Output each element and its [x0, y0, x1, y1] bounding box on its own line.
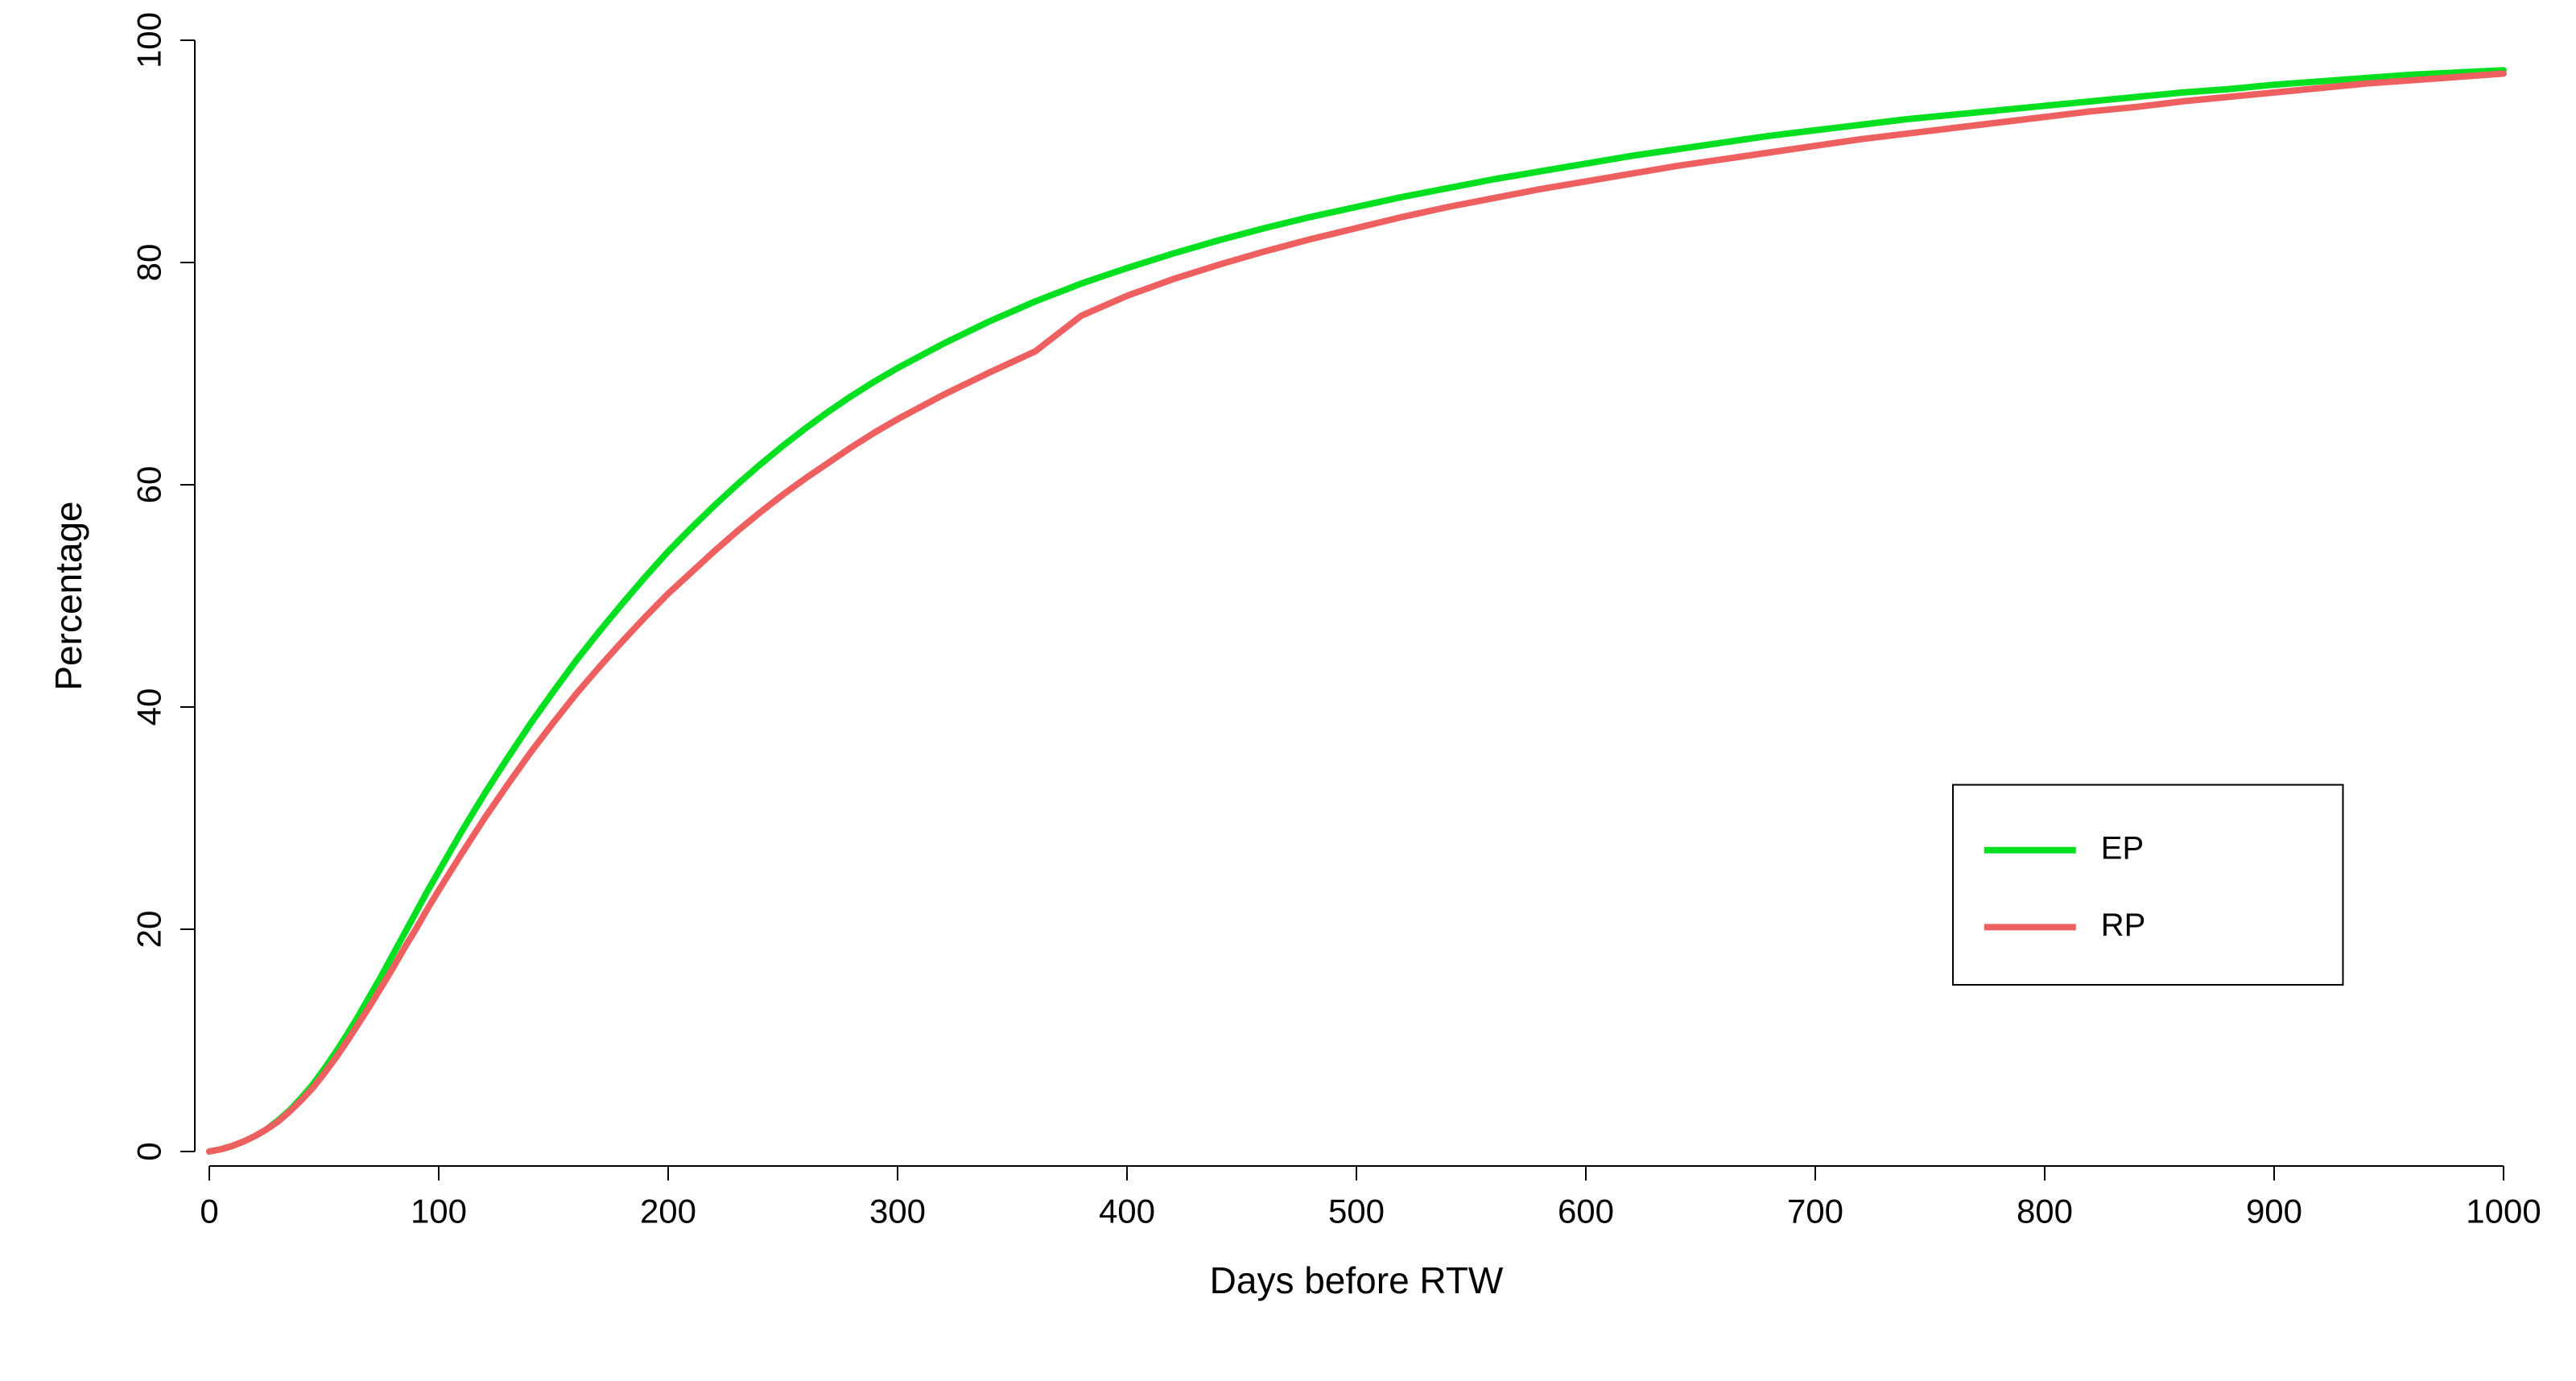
series-RP	[209, 73, 2504, 1152]
y-tick-label: 100	[130, 12, 167, 68]
x-tick-label: 700	[1787, 1193, 1843, 1230]
y-tick-label: 60	[130, 466, 167, 504]
x-tick-label: 100	[411, 1193, 467, 1230]
legend-box	[1953, 785, 2343, 985]
y-tick-label: 20	[130, 911, 167, 949]
x-axis-label: Days before RTW	[1210, 1259, 1504, 1301]
legend-label-EP: EP	[2101, 830, 2144, 866]
y-tick-label: 0	[130, 1142, 167, 1160]
x-tick-label: 300	[869, 1193, 926, 1230]
x-tick-label: 200	[640, 1193, 696, 1230]
x-tick-label: 900	[2246, 1193, 2302, 1230]
x-tick-label: 0	[200, 1193, 218, 1230]
series-EP	[209, 70, 2504, 1152]
x-tick-label: 500	[1328, 1193, 1385, 1230]
chart-svg: 01002003004005006007008009001000Days bef…	[0, 0, 2576, 1381]
y-tick-label: 40	[130, 688, 167, 726]
rtw-percentage-chart: 01002003004005006007008009001000Days bef…	[0, 0, 2576, 1381]
legend-label-RP: RP	[2101, 908, 2146, 943]
x-tick-label: 800	[2017, 1193, 2073, 1230]
y-axis-label: Percentage	[47, 501, 89, 690]
x-tick-label: 1000	[2466, 1193, 2541, 1230]
x-tick-label: 600	[1558, 1193, 1614, 1230]
x-tick-label: 400	[1099, 1193, 1155, 1230]
y-tick-label: 80	[130, 244, 167, 282]
